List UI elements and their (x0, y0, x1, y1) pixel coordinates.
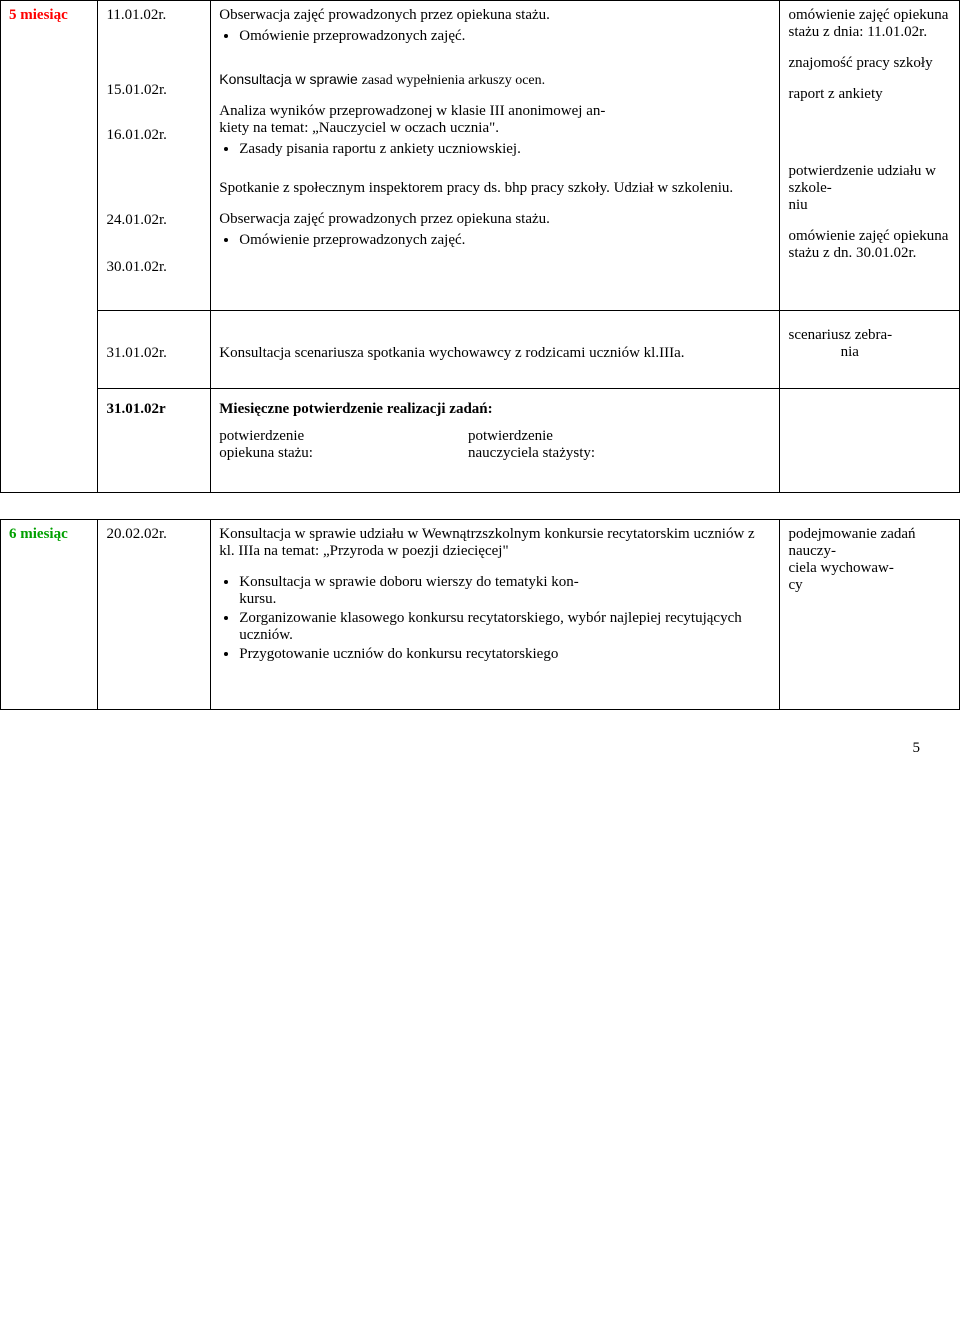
date-text: 11.01.02r. (106, 7, 202, 22)
bullet-list: Omówienie przeprowadzonych zajęć. (239, 232, 771, 249)
note-text: potwierdzenie udziału w szkole- niu (788, 163, 951, 214)
conf-text: potwierdzenie (219, 428, 464, 445)
date-text: 15.01.02r. (106, 82, 202, 97)
conf-right: potwierdzenie nauczyciela stażysty: (468, 428, 595, 462)
note-text: znajomość pracy szkoły (788, 55, 951, 72)
description-cell: Obserwacja zajęć prowadzonych przez opie… (211, 1, 780, 311)
description-cell: Konsultacja w sprawie udziału w Wewnątrz… (211, 520, 780, 710)
notes-cell: scenariusz zebra- nia (780, 311, 960, 389)
notes-cell: podejmowanie zadań nauczy- ciela wychowa… (780, 520, 960, 710)
desc-text: Konsultacja w sprawie zasad wypełnienia … (219, 71, 545, 87)
description-cell: Konsultacja scenariusza spotkania wychow… (211, 311, 780, 389)
bullet-item: Zorganizowanie klasowego konkursu recyta… (239, 610, 771, 644)
desc-item: Analiza wyników przeprowadzonej w klasie… (219, 103, 771, 158)
desc-item: Spotkanie z społecznym inspektorem pracy… (219, 180, 771, 197)
desc-text: Konsultacja scenariusza spotkania wychow… (219, 345, 771, 362)
description-cell: Miesięczne potwierdzenie realizacji zada… (211, 389, 780, 493)
conf-text: potwierdzenie (468, 428, 595, 445)
note-text: omówienie zajęć opiekuna stażu z dn. 30.… (788, 228, 951, 262)
table-row: 31.01.02r Miesięczne potwierdzenie reali… (1, 389, 960, 493)
date-cell: 31.01.02r (98, 389, 211, 493)
month-label: 5 miesiąc (9, 7, 68, 23)
month-cell: 5 miesiąc (1, 1, 98, 493)
date-cell: 20.02.02r. (98, 520, 211, 710)
bullet-item: Omówienie przeprowadzonych zajęć. (239, 28, 771, 45)
spacer-row (1, 493, 960, 520)
date-text: 30.01.02r. (106, 259, 202, 274)
table-row: 5 miesiąc 11.01.02r. 15.01.02r. 16.01.02… (1, 1, 960, 311)
desc-text: Konsultacja w sprawie udziału w Wewnątrz… (219, 526, 771, 560)
note-text: nia (788, 344, 951, 361)
bullet-item: Przygotowanie uczniów do konkursu recyta… (239, 646, 771, 663)
confirmation-row: potwierdzenie opiekuna stażu: potwierdze… (219, 428, 771, 462)
confirmation-title: Miesięczne potwierdzenie realizacji zada… (219, 401, 771, 418)
document-table: 5 miesiąc 11.01.02r. 15.01.02r. 16.01.02… (0, 0, 960, 710)
desc-item: Obserwacja zajęć prowadzonych przez opie… (219, 211, 771, 249)
desc-item: Konsultacja w sprawie zasad wypełnienia … (219, 71, 771, 89)
table-row: 6 miesiąc 20.02.02r. Konsultacja w spraw… (1, 520, 960, 710)
table-row: 31.01.02r. Konsultacja scenariusza spotk… (1, 311, 960, 389)
note-text: omówienie zajęć opiekuna stażu z dnia: 1… (788, 7, 951, 41)
note-text: raport z ankiety (788, 86, 951, 103)
desc-text: Analiza wyników przeprowadzonej w klasie… (219, 103, 771, 137)
date-cell: 31.01.02r. (98, 311, 211, 389)
bullet-item: Konsultacja w sprawie doboru wierszy do … (239, 574, 771, 608)
date-text: 16.01.02r. (106, 127, 202, 142)
desc-text: Obserwacja zajęć prowadzonych przez opie… (219, 211, 771, 228)
notes-cell (780, 389, 960, 493)
conf-text: nauczyciela stażysty: (468, 445, 595, 462)
page-number: 5 (0, 710, 960, 767)
desc-text: Obserwacja zajęć prowadzonych przez opie… (219, 7, 771, 24)
notes-cell: omówienie zajęć opiekuna stażu z dnia: 1… (780, 1, 960, 311)
bullet-list: Zasady pisania raportu z ankiety uczniow… (239, 141, 771, 158)
month-cell: 6 miesiąc (1, 520, 98, 710)
conf-text: opiekuna stażu: (219, 445, 464, 462)
note-text: scenariusz zebra- (788, 327, 951, 344)
date-text: 24.01.02r. (106, 212, 202, 227)
date-text: 20.02.02r. (106, 526, 202, 543)
date-cell: 11.01.02r. 15.01.02r. 16.01.02r. 24.01.0… (98, 1, 211, 311)
date-text: 31.01.02r (106, 401, 202, 418)
bullet-item: Omówienie przeprowadzonych zajęć. (239, 232, 771, 249)
note-text: podejmowanie zadań nauczy- ciela wychowa… (788, 526, 951, 594)
bullet-list: Omówienie przeprowadzonych zajęć. (239, 28, 771, 45)
date-text: 31.01.02r. (106, 345, 202, 362)
conf-left: potwierdzenie opiekuna stażu: (219, 428, 464, 462)
bullet-list: Konsultacja w sprawie doboru wierszy do … (239, 574, 771, 663)
month-label: 6 miesiąc (9, 526, 68, 542)
bullet-item: Zasady pisania raportu z ankiety uczniow… (239, 141, 771, 158)
desc-item: Obserwacja zajęć prowadzonych przez opie… (219, 7, 771, 45)
